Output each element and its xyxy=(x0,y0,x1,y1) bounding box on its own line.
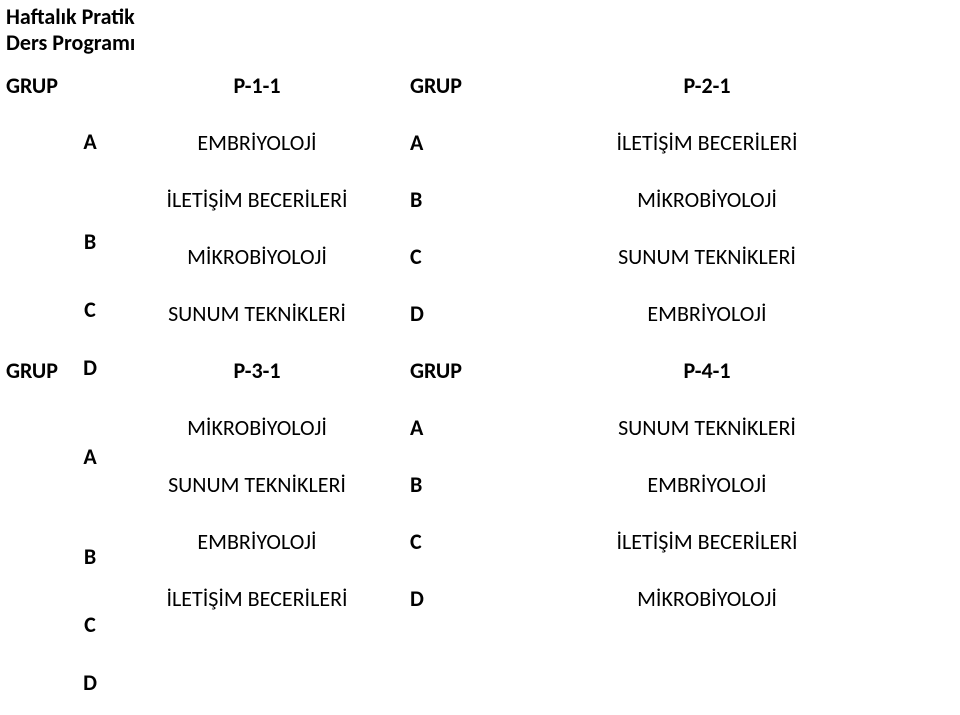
section-head-p21: P-2-1 xyxy=(542,57,872,114)
left-letter-C2: C xyxy=(58,600,122,650)
left-letters: A B C D A B C D xyxy=(58,57,122,715)
p31-row-3: İLETİŞİM BECERİLERİ xyxy=(122,570,392,627)
mid-letter-C2: C xyxy=(392,513,542,570)
left-letter-A2: A xyxy=(58,400,122,514)
p31-row-2: EMBRİYOLOJİ xyxy=(122,513,392,570)
mid-letter-B2: B xyxy=(392,456,542,513)
p11-row-2: MİKROBİYOLOJİ xyxy=(122,228,392,285)
p11-row-0: EMBRİYOLOJİ xyxy=(122,114,392,171)
schedule-grid: GRUP GRUP A B C D A B C D P-1-1 EMBRİYOL… xyxy=(0,57,960,715)
left-letter-D2: D xyxy=(58,650,122,715)
grup-label-bottom: GRUP xyxy=(0,342,58,399)
left-letter-C1: C xyxy=(58,285,122,335)
mid-letter-A1: A xyxy=(392,114,542,171)
page-title: Haftalık Pratik Ders Programı xyxy=(0,0,960,57)
p31-row-1: SUNUM TEKNİKLERİ xyxy=(122,456,392,513)
mid-letter-A2: A xyxy=(392,399,542,456)
p41-row-3: MİKROBİYOLOJİ xyxy=(542,570,872,627)
left-content-column: P-1-1 EMBRİYOLOJİ İLETİŞİM BECERİLERİ Mİ… xyxy=(122,57,392,715)
left-letter-B2: B xyxy=(58,514,122,600)
left-grup-labels: GRUP GRUP xyxy=(0,57,58,715)
p41-row-0: SUNUM TEKNİKLERİ xyxy=(542,399,872,456)
p21-row-1: MİKROBİYOLOJİ xyxy=(542,171,872,228)
mid-letter-B1: B xyxy=(392,171,542,228)
section-head-p31: P-3-1 xyxy=(122,342,392,399)
spacer xyxy=(58,57,122,85)
mid-letter-D1: D xyxy=(392,285,542,342)
p41-row-2: İLETİŞİM BECERİLERİ xyxy=(542,513,872,570)
p21-row-0: İLETİŞİM BECERİLERİ xyxy=(542,114,872,171)
mid-grup-bottom: GRUP xyxy=(392,342,542,399)
grup-label-top: GRUP xyxy=(0,57,58,114)
title-line-1: Haftalık Pratik xyxy=(6,3,135,30)
mid-letter-C1: C xyxy=(392,228,542,285)
left-letter-D1: D xyxy=(58,335,122,400)
title-line-2: Ders Programı xyxy=(6,29,135,56)
right-content-column: P-2-1 İLETİŞİM BECERİLERİ MİKROBİYOLOJİ … xyxy=(542,57,872,715)
p31-row-0: MİKROBİYOLOJİ xyxy=(122,399,392,456)
spacer xyxy=(0,114,58,342)
mid-letter-D2: D xyxy=(392,570,542,627)
p21-row-3: EMBRİYOLOJİ xyxy=(542,285,872,342)
p11-row-1: İLETİŞİM BECERİLERİ xyxy=(122,171,392,228)
p11-row-3: SUNUM TEKNİKLERİ xyxy=(122,285,392,342)
section-head-p41: P-4-1 xyxy=(542,342,872,399)
mid-column: GRUP A B C D GRUP A B C D xyxy=(392,57,542,715)
mid-grup-top: GRUP xyxy=(392,57,542,114)
p41-row-1: EMBRİYOLOJİ xyxy=(542,456,872,513)
p21-row-2: SUNUM TEKNİKLERİ xyxy=(542,228,872,285)
left-letter-A1: A xyxy=(58,85,122,199)
section-head-p11: P-1-1 xyxy=(122,57,392,114)
left-letter-B1: B xyxy=(58,199,122,285)
